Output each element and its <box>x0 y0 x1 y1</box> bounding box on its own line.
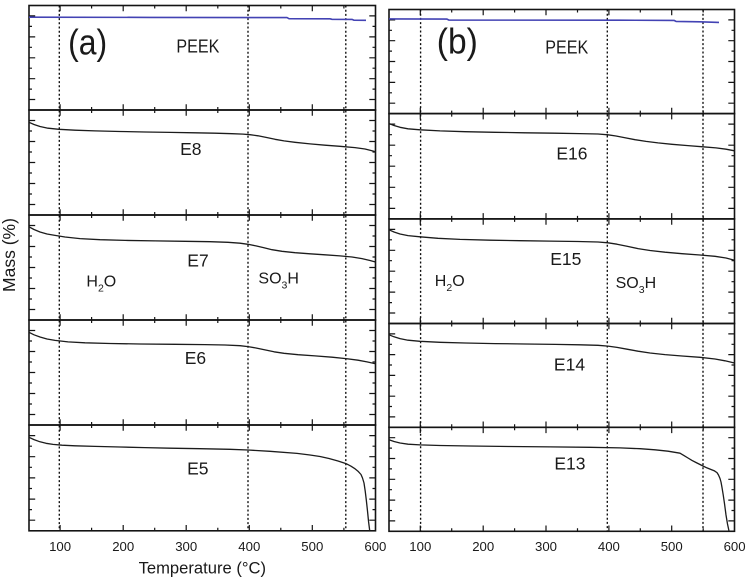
svg-text:H2​O: H2​O <box>86 273 116 294</box>
svg-text:PEEK: PEEK <box>545 36 589 57</box>
svg-text:E14: E14 <box>554 355 585 375</box>
svg-text:PEEK: PEEK <box>176 35 220 56</box>
svg-text:(a): (a) <box>68 22 107 63</box>
svg-text:200: 200 <box>112 539 134 554</box>
svg-text:400: 400 <box>598 539 620 554</box>
svg-text:E5: E5 <box>187 458 208 478</box>
svg-text:500: 500 <box>661 539 683 554</box>
svg-text:600: 600 <box>724 539 746 554</box>
svg-text:300: 300 <box>535 539 557 554</box>
svg-text:500: 500 <box>301 539 323 554</box>
svg-text:E15: E15 <box>550 249 581 269</box>
svg-text:200: 200 <box>472 539 494 554</box>
svg-text:H2​O: H2​O <box>435 273 465 294</box>
svg-text:(b): (b) <box>437 21 478 62</box>
svg-text:E7: E7 <box>187 250 208 270</box>
svg-text:E8: E8 <box>180 139 201 159</box>
svg-text:100: 100 <box>49 539 71 554</box>
svg-text:SO3​H: SO3​H <box>258 270 299 291</box>
svg-text:SO3​H: SO3​H <box>616 275 657 296</box>
svg-text:Temperature (°C): Temperature (°C) <box>139 559 266 578</box>
svg-text:400: 400 <box>238 539 260 554</box>
svg-text:Mass (%): Mass (%) <box>0 218 19 292</box>
svg-text:E6: E6 <box>185 348 206 368</box>
svg-text:E16: E16 <box>556 144 587 164</box>
svg-text:100: 100 <box>409 539 431 554</box>
svg-text:E13: E13 <box>554 454 585 474</box>
svg-text:300: 300 <box>175 539 197 554</box>
svg-text:600: 600 <box>364 539 386 554</box>
